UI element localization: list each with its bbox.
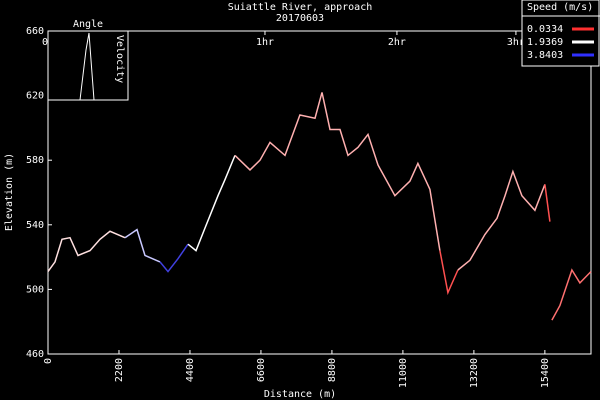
elevation-line — [159, 243, 189, 273]
elevation-line — [551, 268, 592, 321]
elevation-line — [47, 230, 126, 273]
inset-frame — [47, 30, 129, 101]
elevation-line — [544, 184, 551, 222]
inset-title: Angle — [73, 19, 103, 30]
chart-subtitle: 20170603 — [276, 13, 324, 24]
x-tick-label: 0 — [43, 358, 54, 364]
legend-label: 3.8403 — [527, 50, 563, 61]
inset: Angle Velocity — [47, 19, 129, 101]
x-tick-label: 6600 — [256, 358, 267, 382]
y-axis-label: Elevation (m) — [4, 153, 15, 231]
elevation-line — [457, 169, 546, 271]
y-tick-label: 500 — [26, 284, 44, 295]
elevation-line — [187, 155, 236, 252]
chart-title: Suiattle River, approach — [228, 2, 373, 13]
plot-frame — [47, 30, 592, 355]
time-tick-label: 1hr — [256, 37, 274, 48]
x-tick-label: 13200 — [469, 358, 480, 388]
elevation-line — [234, 92, 441, 251]
y-tick-label: 660 — [26, 26, 44, 37]
inset-label-box: Velocity — [114, 35, 125, 83]
y-tick-label: 620 — [26, 91, 44, 102]
legend-label: 1.9369 — [527, 37, 563, 48]
x-tick-label: 15400 — [540, 358, 551, 388]
y-tick-label: 580 — [26, 155, 44, 166]
time-tick-label: 2hr — [388, 37, 406, 48]
x-tick-label: 11000 — [398, 358, 409, 388]
y-tick-label: 460 — [26, 349, 44, 360]
y-tick-label: 540 — [26, 220, 44, 231]
inset-y-label: Velocity — [114, 35, 125, 83]
legend-label: 0.0334 — [527, 24, 563, 35]
legend-title: Speed (m/s) — [527, 2, 593, 13]
legend: Speed (m/s) 0.0334 1.9369 3.8403 — [521, 0, 600, 67]
elevation-line — [124, 228, 161, 263]
x-tick-label: 2200 — [114, 358, 125, 382]
x-axis-label: Distance (m) — [264, 389, 336, 400]
x-tick-label: 4400 — [185, 358, 196, 382]
x-tick-label: 8800 — [327, 358, 338, 382]
inset-line — [79, 32, 95, 101]
time-tick-label: 3hr — [507, 37, 525, 48]
elevation-line — [439, 250, 459, 296]
